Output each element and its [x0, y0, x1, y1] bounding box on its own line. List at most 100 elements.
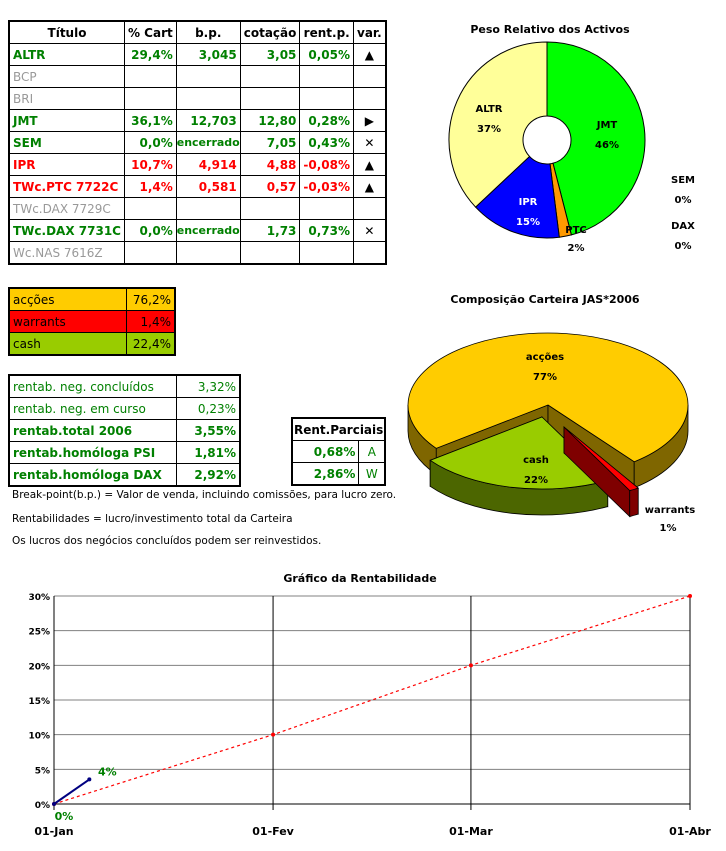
cell-cot: 1,73 — [239, 219, 301, 242]
variation-icon: ▲ — [353, 153, 387, 176]
allocation-row: cash 22,4% — [8, 332, 176, 356]
variation-icon — [353, 197, 387, 220]
partial-row: 0,68% A — [291, 440, 386, 463]
cell-cot: 7,05 — [239, 131, 301, 154]
table-row[interactable]: ALTR 29,4% 3,045 3,05 0,05% ▲ — [8, 43, 387, 66]
cell-title: IPR — [8, 153, 125, 176]
variation-icon: ✕ — [353, 219, 387, 242]
pie1-label: ALTR — [476, 104, 503, 115]
y-tick-label: 5% — [35, 766, 50, 776]
line-chart-title: Gráfico da Rentabilidade — [283, 572, 436, 585]
x-tick-label: 01-Fev — [252, 825, 294, 838]
cell-rent: 0,43% — [299, 131, 355, 154]
pie1-label: PTC — [565, 225, 587, 236]
cell-title: TWc.DAX 7729C — [8, 197, 125, 220]
cell-title: ALTR — [8, 43, 125, 66]
allocation-table: acções 76,2% warrants 1,4% cash 22,4% — [8, 287, 176, 356]
returns-label: rentab.homóloga PSI — [8, 441, 177, 464]
allocation-value: 1,4% — [126, 310, 176, 333]
x-tick-label: 01-Jan — [34, 825, 73, 838]
pie1-slice-ptc — [549, 162, 572, 238]
cell-cart — [123, 241, 177, 265]
data-point — [271, 732, 276, 737]
allocation-row: warrants 1,4% — [8, 310, 176, 333]
returns-table: rentab. neg. concluídos 3,32% rentab. neg.… — [8, 374, 241, 487]
cell-bp — [175, 241, 241, 265]
table-row[interactable]: BRI — [8, 87, 387, 110]
x-tick-label: 01-Mar — [449, 825, 493, 838]
cell-cot — [239, 87, 301, 110]
cell-rent — [299, 197, 355, 220]
cell-cart: 0,0% — [123, 131, 177, 154]
cell-bp: 4,914 — [175, 153, 241, 176]
pie2-percent: 1% — [660, 523, 677, 534]
y-tick-label: 30% — [28, 593, 50, 603]
pie1-percent: 46% — [595, 140, 619, 151]
column-header: rent.p. — [299, 20, 355, 44]
partial-header: Rent.Parciais — [291, 417, 386, 441]
column-header: Título — [8, 20, 125, 44]
cell-cart: 10,7% — [123, 153, 177, 176]
cell-bp: 3,045 — [175, 43, 241, 66]
pie1-percent: 15% — [516, 217, 540, 228]
data-point — [688, 594, 692, 598]
y-tick-label: 25% — [28, 628, 50, 638]
cell-cart: 1,4% — [123, 175, 177, 198]
partial-row: 2,86% W — [291, 462, 386, 486]
cell-cot: 3,05 — [239, 43, 301, 66]
table-row[interactable]: JMT 36,1% 12,703 12,80 0,28% ▶ — [8, 109, 387, 132]
partial-tag: W — [358, 462, 386, 486]
pie1-label: DAX — [671, 221, 695, 232]
cell-bp: encerrado — [175, 131, 241, 154]
returns-row: rentab. neg. em curso 0,23% — [8, 397, 241, 420]
cell-rent: 0,28% — [299, 109, 355, 132]
y-tick-label: 15% — [28, 697, 50, 707]
cell-title: BCP — [8, 65, 125, 88]
table-row[interactable]: TWc.PTC 7722C 1,4% 0,581 0,57 -0,03% ▲ — [8, 175, 387, 198]
table-row[interactable]: TWc.DAX 7731C 0,0% encerrado 1,73 0,73% ✕ — [8, 219, 387, 242]
cell-bp: 12,703 — [175, 109, 241, 132]
table-row[interactable]: IPR 10,7% 4,914 4,88 -0,08% ▲ — [8, 153, 387, 176]
cell-bp — [175, 87, 241, 110]
variation-icon — [353, 65, 387, 88]
returns-value: 2,92% — [176, 463, 241, 487]
table-row[interactable]: BCP — [8, 65, 387, 88]
cell-cart: 36,1% — [123, 109, 177, 132]
cell-rent: 0,05% — [299, 43, 355, 66]
cell-cart: 0,0% — [123, 219, 177, 242]
pie1-percent: 0% — [675, 241, 692, 252]
cell-cart — [123, 65, 177, 88]
partial-tag: A — [358, 440, 386, 463]
cell-cot: 0,57 — [239, 175, 301, 198]
table-row[interactable]: SEM 0,0% encerrado 7,05 0,43% ✕ — [8, 131, 387, 154]
cell-cart: 29,4% — [123, 43, 177, 66]
cell-rent — [299, 65, 355, 88]
cell-rent: -0,03% — [299, 175, 355, 198]
note-rentabilidades: Rentabilidades = lucro/investimento tota… — [12, 513, 293, 525]
variation-icon: ▶ — [353, 109, 387, 132]
data-point — [468, 663, 473, 668]
variation-icon — [353, 87, 387, 110]
returns-label: rentab. neg. em curso — [8, 397, 177, 420]
cell-title: BRI — [8, 87, 125, 110]
table-row[interactable]: Wc.NAS 7616Z — [8, 241, 387, 265]
data-point — [52, 802, 56, 806]
note-lucros: Os lucros dos negócios concluídos podem … — [12, 535, 322, 547]
pie1-slice-jmt — [546, 41, 646, 236]
line-series-1 — [53, 595, 691, 805]
table-row[interactable]: TWc.DAX 7729C — [8, 197, 387, 220]
pie2-slice-cash — [429, 416, 609, 516]
returns-row: rentab. neg. concluídos 3,32% — [8, 374, 241, 398]
pie2-label: acções — [526, 352, 564, 363]
pie2-label: warrants — [645, 505, 695, 516]
cell-title: SEM — [8, 131, 125, 154]
pie2-percent: 77% — [533, 372, 557, 383]
pie1-slice-ipr — [474, 155, 560, 239]
pie1-title: Peso Relativo dos Activos — [470, 23, 630, 36]
variation-icon: ▲ — [353, 175, 387, 198]
cell-cart — [123, 87, 177, 110]
pie2-label: cash — [523, 455, 549, 466]
returns-row: rentab.homóloga PSI 1,81% — [8, 441, 241, 464]
cell-cot — [239, 65, 301, 88]
cell-bp: 0,581 — [175, 175, 241, 198]
